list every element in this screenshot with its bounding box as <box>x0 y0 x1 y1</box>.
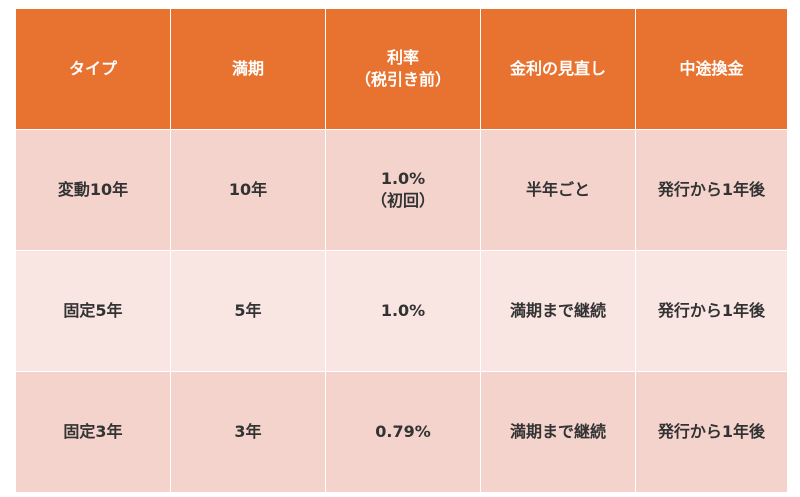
cell-interest-rate: 1.0% （初回） <box>325 129 481 251</box>
table-row: 固定3年 3年 0.79% 満期まで継続 発行から1年後 <box>15 371 788 493</box>
table-row: 固定5年 5年 1.0% 満期まで継続 発行から1年後 <box>15 250 788 372</box>
cell-interest-rate: 1.0% <box>325 250 481 372</box>
header-interest-rate-label: 利率 <box>386 48 419 67</box>
cell-text: 変動10年 <box>57 180 129 199</box>
cell-rate-review: 満期まで継続 <box>480 371 636 493</box>
header-interest-rate: 利率 （税引き前） <box>325 8 481 130</box>
cell-text: 0.79% <box>375 422 431 441</box>
cell-text: 発行から1年後 <box>657 422 766 441</box>
header-interest-rate-sublabel: （税引き前） <box>354 70 451 89</box>
cell-early-redemption: 発行から1年後 <box>635 129 788 251</box>
header-type: タイプ <box>15 8 171 130</box>
cell-text: 発行から1年後 <box>657 180 766 199</box>
bond-comparison-table: タイプ 満期 利率 （税引き前） 金利の見直し 中途換金 変動10年 10年 <box>15 8 788 493</box>
header-rate-review: 金利の見直し <box>480 8 636 130</box>
cell-rate-review: 半年ごと <box>480 129 636 251</box>
cell-type: 固定3年 <box>15 371 171 493</box>
cell-interest-rate: 0.79% <box>325 371 481 493</box>
cell-maturity: 10年 <box>170 129 326 251</box>
cell-text: 満期まで継続 <box>509 301 606 320</box>
cell-text: 10年 <box>228 180 268 199</box>
cell-early-redemption: 発行から1年後 <box>635 250 788 372</box>
cell-type: 固定5年 <box>15 250 171 372</box>
cell-text: 固定5年 <box>63 301 123 320</box>
cell-maturity: 5年 <box>170 250 326 372</box>
cell-text: 1.0% <box>380 301 426 320</box>
cell-early-redemption: 発行から1年後 <box>635 371 788 493</box>
table-header-row: タイプ 満期 利率 （税引き前） 金利の見直し 中途換金 <box>15 8 788 130</box>
cell-text: 1.0% <box>380 169 426 188</box>
cell-subtext: （初回） <box>370 191 435 210</box>
table-row: 変動10年 10年 1.0% （初回） 半年ごと 発行から1年後 <box>15 129 788 251</box>
header-early-redemption: 中途換金 <box>635 8 788 130</box>
cell-rate-review: 満期まで継続 <box>480 250 636 372</box>
header-rate-review-label: 金利の見直し <box>509 59 606 78</box>
cell-text: 満期まで継続 <box>509 422 606 441</box>
cell-type: 変動10年 <box>15 129 171 251</box>
header-maturity-label: 満期 <box>231 59 264 78</box>
cell-text: 5年 <box>234 301 262 320</box>
cell-text: 固定3年 <box>63 422 123 441</box>
header-type-label: タイプ <box>68 59 117 78</box>
cell-text: 発行から1年後 <box>657 301 766 320</box>
header-early-redemption-label: 中途換金 <box>679 59 744 78</box>
cell-maturity: 3年 <box>170 371 326 493</box>
cell-text: 3年 <box>234 422 262 441</box>
cell-text: 半年ごと <box>525 180 590 199</box>
header-maturity: 満期 <box>170 8 326 130</box>
